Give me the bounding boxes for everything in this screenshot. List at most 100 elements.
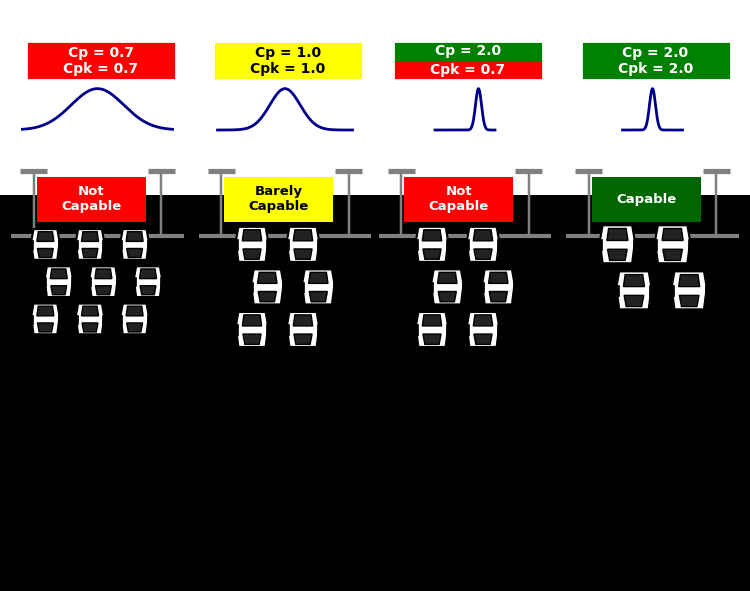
Polygon shape [474,249,492,259]
Polygon shape [44,267,73,297]
Polygon shape [243,249,261,259]
Bar [393,41,543,61]
Polygon shape [608,249,627,261]
Bar [497,324,501,335]
Polygon shape [607,229,628,241]
Bar [266,239,270,249]
Bar [512,282,517,292]
Polygon shape [672,271,706,309]
Text: Cp = 0.7: Cp = 0.7 [68,46,134,60]
Bar [670,285,674,296]
Bar [332,282,337,292]
Bar [118,240,122,249]
Bar [429,282,433,292]
Bar [393,61,543,80]
Bar [281,282,286,292]
Bar [614,285,619,296]
Polygon shape [466,227,500,262]
Polygon shape [134,267,162,297]
Polygon shape [140,269,157,278]
Polygon shape [616,271,652,309]
Polygon shape [680,296,699,307]
Polygon shape [121,304,148,335]
Polygon shape [309,291,327,302]
Text: Not
Capable: Not Capable [62,186,122,213]
Polygon shape [293,230,313,241]
Bar [580,41,730,80]
Bar [480,282,484,292]
Bar [497,239,501,249]
Bar [118,314,122,324]
Polygon shape [76,304,104,335]
Polygon shape [82,248,98,258]
Polygon shape [286,227,320,262]
Bar [404,177,513,222]
Polygon shape [482,269,514,304]
Polygon shape [473,315,493,326]
Polygon shape [51,285,67,295]
Bar [414,324,418,335]
Bar [88,277,91,287]
Polygon shape [127,248,142,258]
Bar [592,177,700,222]
Text: Cp = 2.0: Cp = 2.0 [622,46,688,60]
Polygon shape [236,312,268,347]
Polygon shape [127,323,142,332]
Bar [705,285,709,296]
Bar [160,277,164,287]
Bar [633,239,637,250]
Bar [147,240,151,249]
Bar [29,240,33,249]
Bar [74,240,77,249]
Text: Cp = 2.0: Cp = 2.0 [435,44,501,58]
Bar [465,324,469,335]
Polygon shape [662,229,683,241]
Text: Capable: Capable [616,193,676,206]
Polygon shape [416,312,448,347]
Polygon shape [76,229,104,260]
Bar [58,314,62,324]
Polygon shape [663,249,682,261]
Polygon shape [38,248,53,258]
Polygon shape [82,323,98,332]
Polygon shape [37,232,54,241]
Polygon shape [95,269,112,278]
Bar [224,177,333,222]
Polygon shape [437,272,457,284]
Polygon shape [488,272,508,284]
Bar [29,314,33,324]
Polygon shape [623,275,644,287]
Polygon shape [489,291,507,302]
Text: Barely
Capable: Barely Capable [249,186,309,213]
Bar [103,240,106,249]
Bar [598,239,602,250]
Polygon shape [82,232,98,241]
Bar [132,277,136,287]
Polygon shape [140,285,156,295]
Bar [317,324,321,335]
Polygon shape [95,285,111,295]
Polygon shape [294,334,312,345]
Polygon shape [474,334,492,345]
Polygon shape [438,291,456,302]
Polygon shape [243,334,261,345]
Bar [43,277,46,287]
Polygon shape [32,229,59,260]
Polygon shape [422,315,442,326]
Bar [465,239,469,249]
Bar [71,277,75,287]
Polygon shape [293,315,313,326]
Bar [234,324,238,335]
Polygon shape [242,230,262,241]
Bar [103,314,106,324]
Bar [414,239,418,249]
Polygon shape [600,225,635,263]
Bar [446,239,450,249]
Bar [266,324,270,335]
Polygon shape [423,334,441,345]
Bar [688,239,692,250]
Polygon shape [251,269,284,304]
Polygon shape [431,269,464,304]
Polygon shape [50,269,68,278]
Polygon shape [38,323,53,332]
